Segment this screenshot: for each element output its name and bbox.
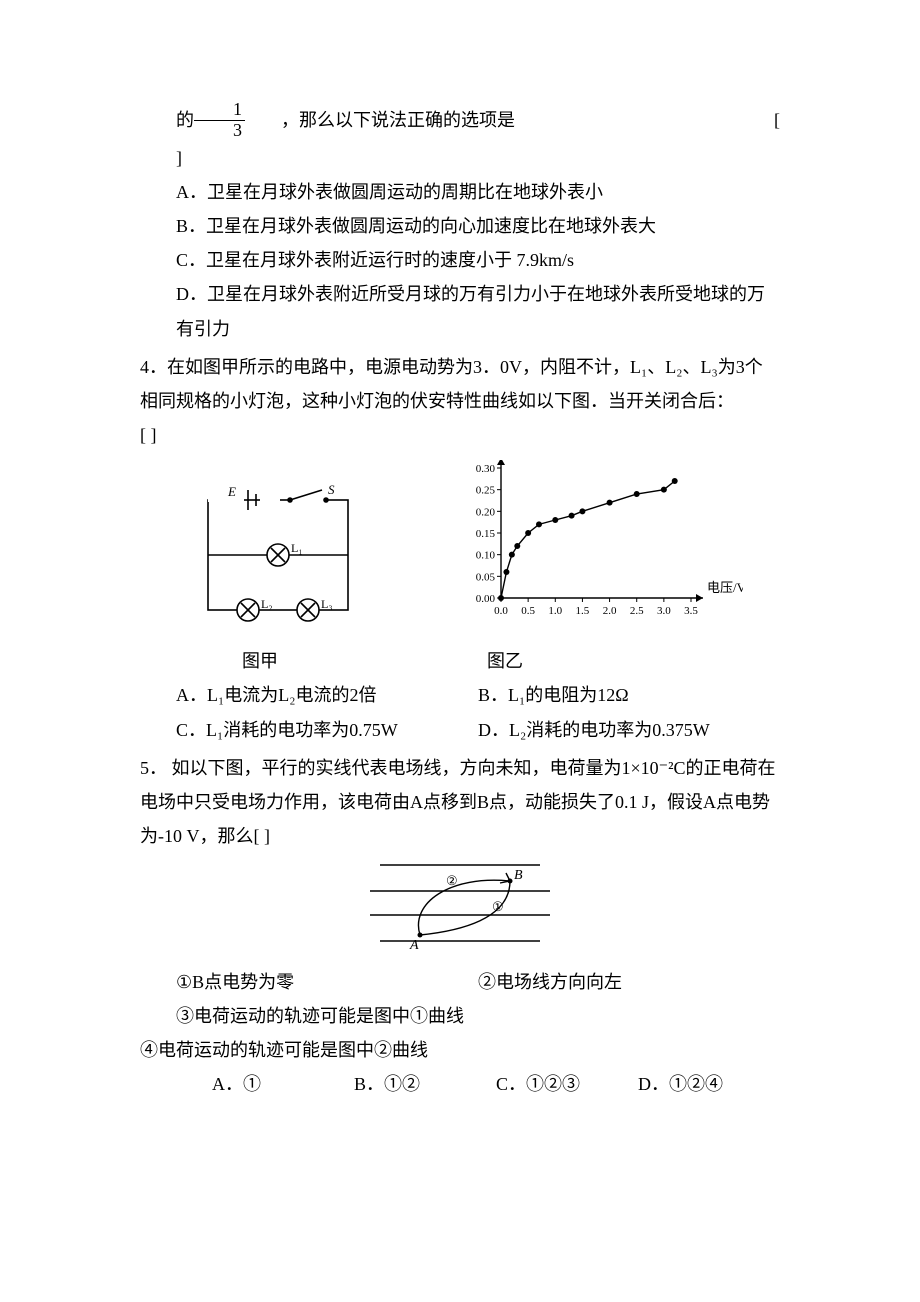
q4-B: B．L₁的电阻为12Ω [478,678,780,712]
q3-bracket-close: ] [140,141,780,175]
q3-B: B．卫星在月球外表做圆周运动的向心加速度比在地球外表大 [140,209,780,243]
svg-text:L₁: L₁ [291,541,303,555]
svg-text:0.20: 0.20 [475,507,495,519]
svg-text:0.10: 0.10 [475,550,495,562]
q5-C: C．①②③ [496,1067,638,1101]
svg-text:0.05: 0.05 [475,572,495,584]
svg-text:1.0: 1.0 [548,605,562,617]
q5-options: A．① B．①② C．①②③ D．①②④ [140,1067,780,1101]
svg-text:0.25: 0.25 [475,485,495,497]
q3-stem-a: 的 [140,103,194,137]
q3: 的 1 3 ，那么以下说法正确的选项是 [ ] A．卫星在月球外表做圆周运动的周… [140,100,780,346]
svg-text:S: S [328,482,335,497]
frac-num: 1 [194,100,245,121]
q4-D: D．L₂消耗的电功率为0.375W [478,713,780,747]
q5-D: D．①②④ [638,1067,780,1101]
svg-text:B: B [514,868,523,883]
q5-statements: ①B点电势为零 ②电场线方向向左 ③电荷运动的轨迹可能是图中①曲线 [140,965,780,1033]
q3-fraction: 1 3 [194,100,245,141]
q4-A: A．L₁电流为L₂电流的2倍 [176,678,478,712]
q5-o1: ①B点电势为零 [176,965,478,999]
q4-chart: 0.00 0.05 0.10 0.15 0.20 0.25 0.30 0.0 0.5 1.0 1.5… [453,460,743,640]
svg-text:0.5: 0.5 [521,605,535,617]
svg-text:电流/A: 电流/A [519,460,559,461]
q5-stem: 5． 如以下图，平行的实线代表电场线，方向未知，电荷量为1×10⁻²C的正电荷在… [140,751,780,854]
svg-text:3.0: 3.0 [656,605,670,617]
frac-den: 3 [194,121,245,141]
q5-o3: ③电荷运动的轨迹可能是图中①曲线 [176,999,780,1033]
svg-text:A: A [409,938,419,953]
svg-text:电压/V: 电压/V [707,580,743,595]
svg-text:L₃: L₃ [321,597,333,611]
svg-text:2.0: 2.0 [602,605,616,617]
q3-A: A．卫星在月球外表做圆周运动的周期比在地球外表小 [140,175,780,209]
svg-text:1.5: 1.5 [575,605,589,617]
q3-C: C．卫星在月球外表附近运行时的速度小于 7.9km/s [140,243,780,277]
q4-cap1: 图甲 [160,644,360,678]
q4-C: C．L₁消耗的电功率为0.75W [176,713,478,747]
q4-figures: E S L₁ L₂ L₃ 0.00 0.05 0.10 0.15 0.20 0.25 0.3… [140,460,780,640]
svg-text:0.00: 0.00 [475,593,495,605]
q5-figure-wrap: A B ① ② [140,853,780,964]
q4-stem: 4．在如图甲所示的电路中，电源电动势为3．0V，内阻不计，L₁、L₂、L₃为3个… [140,350,780,453]
q5-B: B．①② [354,1067,496,1101]
q4-cap2: 图乙 [360,644,650,678]
svg-text:0.30: 0.30 [475,463,495,475]
q3-stem-b: ，那么以下说法正确的选项是 [245,103,515,137]
svg-text:0.15: 0.15 [475,528,495,540]
q5-o4: ④电荷运动的轨迹可能是图中②曲线 [140,1033,780,1067]
q4-circuit: E S L₁ L₂ L₃ [178,470,378,640]
svg-text:②: ② [446,873,458,888]
q4: 4．在如图甲所示的电路中，电源电动势为3．0V，内阻不计，L₁、L₂、L₃为3个… [140,350,780,747]
svg-text:L₂: L₂ [261,597,273,611]
q5-figure: A B ① ② [350,853,570,953]
q3-D-wrap: D．卫星在月球外表附近所受月球的万有引力小于在地球外表所受地球的万有引力 [140,277,780,345]
q3-D: D．卫星在月球外表附近所受月球的万有引力小于在地球外表所受地球的万有引力 [176,284,765,338]
q4-options: A．L₁电流为L₂电流的2倍 B．L₁的电阻为12Ω C．L₁消耗的电功率为0.… [140,678,780,746]
svg-text:E: E [227,484,236,499]
svg-text:0.0: 0.0 [494,605,508,617]
svg-text:3.5: 3.5 [684,605,698,617]
q5-o2: ②电场线方向向左 [478,965,780,999]
q5: 5． 如以下图，平行的实线代表电场线，方向未知，电荷量为1×10⁻²C的正电荷在… [140,751,780,1102]
svg-text:①: ① [492,899,504,914]
q3-stem-line: 的 1 3 ，那么以下说法正确的选项是 [ [140,100,780,141]
q5-A: A．① [212,1067,354,1101]
q4-caption-row: 图甲 图乙 [140,644,780,678]
svg-text:2.5: 2.5 [629,605,643,617]
q3-bracket-open: [ [738,103,780,137]
